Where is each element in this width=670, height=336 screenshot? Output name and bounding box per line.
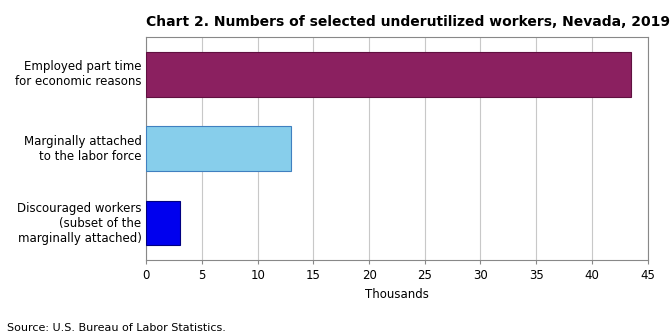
Bar [146,52,631,97]
Text: Source: U.S. Bureau of Labor Statistics.: Source: U.S. Bureau of Labor Statistics. [7,323,226,333]
Bar [146,126,291,171]
Bar [146,201,180,245]
Text: Chart 2. Numbers of selected underutilized workers, Nevada, 2019  annual average: Chart 2. Numbers of selected underutiliz… [146,15,670,29]
X-axis label: Thousands: Thousands [365,288,429,301]
